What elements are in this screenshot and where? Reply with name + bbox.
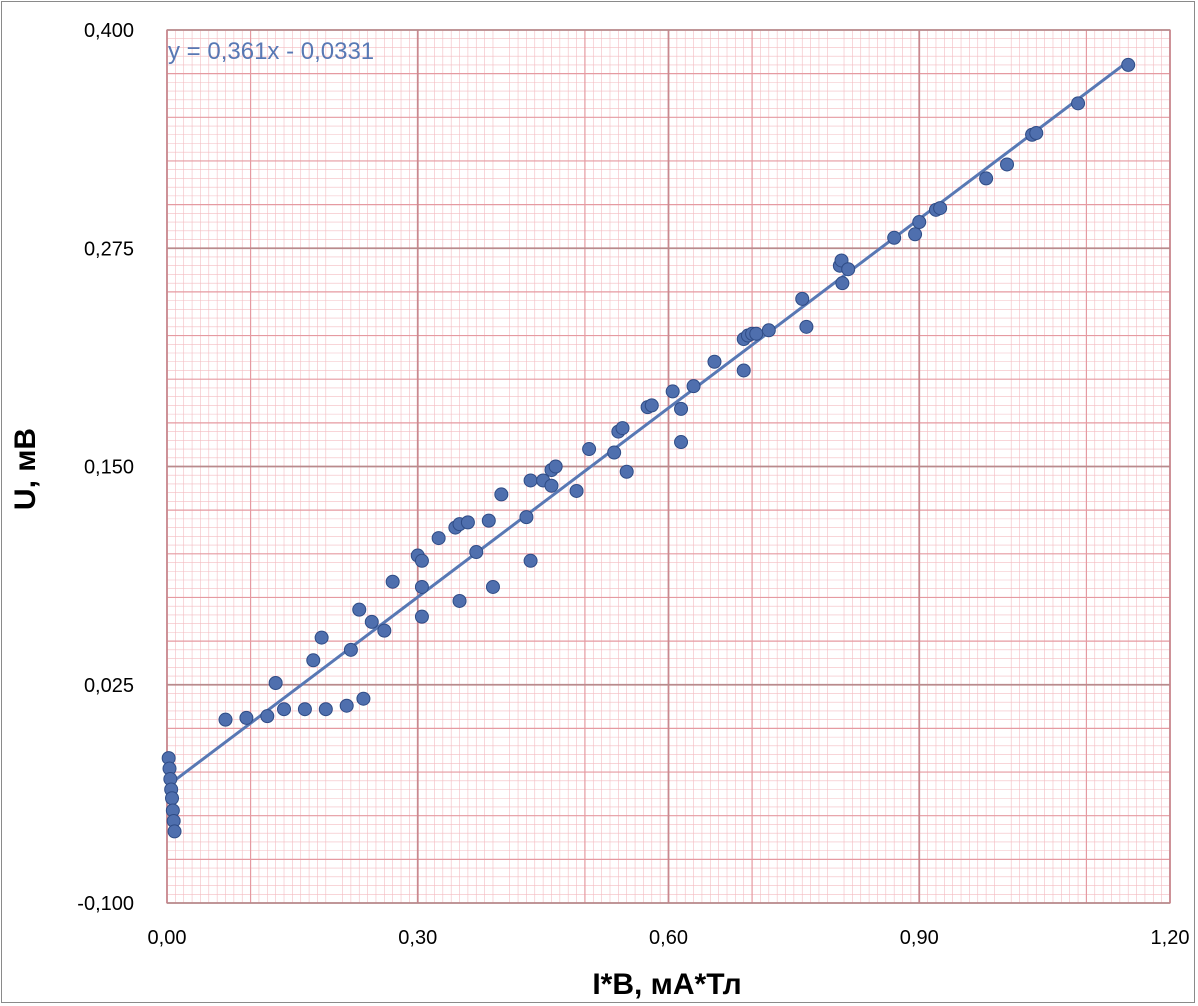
- data-point: [761, 323, 776, 338]
- x-tick-label: 0,60: [649, 927, 688, 949]
- data-point: [749, 326, 764, 341]
- data-point: [494, 487, 509, 502]
- data-point: [339, 698, 354, 713]
- data-point: [707, 354, 722, 369]
- data-point: [912, 215, 927, 230]
- data-point: [414, 553, 429, 568]
- data-point: [268, 676, 283, 691]
- major-grid: [166, 29, 1171, 904]
- data-point: [795, 291, 810, 306]
- data-point: [548, 459, 563, 474]
- data-point: [343, 642, 358, 657]
- data-point: [165, 791, 180, 806]
- data-point: [523, 553, 538, 568]
- data-point: [167, 824, 182, 839]
- x-axis-title: I*B, мА*Тл: [592, 968, 741, 1001]
- y-tick-label: 0,150: [84, 457, 134, 479]
- data-point: [582, 442, 597, 457]
- y-tick-label: 0,400: [84, 20, 134, 42]
- data-point: [887, 230, 902, 245]
- data-point: [431, 531, 446, 546]
- data-point: [469, 545, 484, 560]
- data-point: [607, 445, 622, 460]
- data-point: [414, 579, 429, 594]
- data-point: [835, 276, 850, 291]
- y-axis-title: U, мВ: [9, 428, 42, 510]
- data-point: [644, 398, 659, 413]
- data-point: [385, 574, 400, 589]
- data-point: [306, 653, 321, 668]
- data-point: [485, 579, 500, 594]
- data-point: [1071, 96, 1086, 111]
- y-tick-labels: -0,100 0,025 0,150 0,275 0,400: [77, 20, 134, 915]
- data-point: [908, 227, 923, 242]
- data-point: [364, 614, 379, 629]
- x-tick-label: 0,90: [900, 927, 939, 949]
- x-tick-labels: 0,00 0,30 0,60 0,90 1,20: [148, 927, 1190, 949]
- data-point: [1000, 157, 1015, 172]
- data-point: [615, 421, 630, 436]
- data-point: [297, 702, 312, 717]
- data-point: [356, 691, 371, 706]
- x-tick-label: 0,00: [148, 927, 187, 949]
- trendline: [166, 60, 1130, 788]
- trendline-equation: y = 0,361x - 0,0331: [168, 38, 374, 65]
- trendline-group: [166, 60, 1130, 788]
- data-point: [318, 702, 333, 717]
- data-point: [218, 712, 233, 727]
- data-point: [1029, 126, 1044, 141]
- data-point: [519, 510, 534, 525]
- data-point: [377, 623, 392, 638]
- data-point: [979, 171, 994, 186]
- data-point: [452, 593, 467, 608]
- y-tick-label: -0,100: [77, 893, 134, 915]
- data-point: [933, 201, 948, 216]
- data-point: [686, 379, 701, 394]
- data-point: [260, 709, 275, 724]
- data-point: [314, 630, 329, 645]
- x-tick-label: 0,30: [398, 927, 437, 949]
- data-point: [569, 483, 584, 498]
- data-point: [619, 464, 634, 479]
- data-point: [544, 478, 559, 493]
- y-tick-label: 0,275: [84, 238, 134, 260]
- data-point: [841, 262, 856, 277]
- x-tick-label: 1,20: [1151, 927, 1190, 949]
- data-point: [460, 515, 475, 530]
- data-point: [674, 435, 689, 450]
- data-point: [736, 363, 751, 378]
- data-point: [799, 319, 814, 334]
- data-point: [674, 401, 689, 416]
- data-point: [665, 384, 680, 399]
- data-points: [161, 57, 1136, 839]
- data-point: [414, 609, 429, 624]
- data-point: [481, 513, 496, 528]
- data-point: [523, 473, 538, 488]
- data-point: [277, 702, 292, 717]
- data-point: [352, 602, 367, 617]
- data-point: [239, 710, 254, 725]
- data-point: [1121, 57, 1136, 72]
- y-tick-label: 0,025: [84, 675, 134, 697]
